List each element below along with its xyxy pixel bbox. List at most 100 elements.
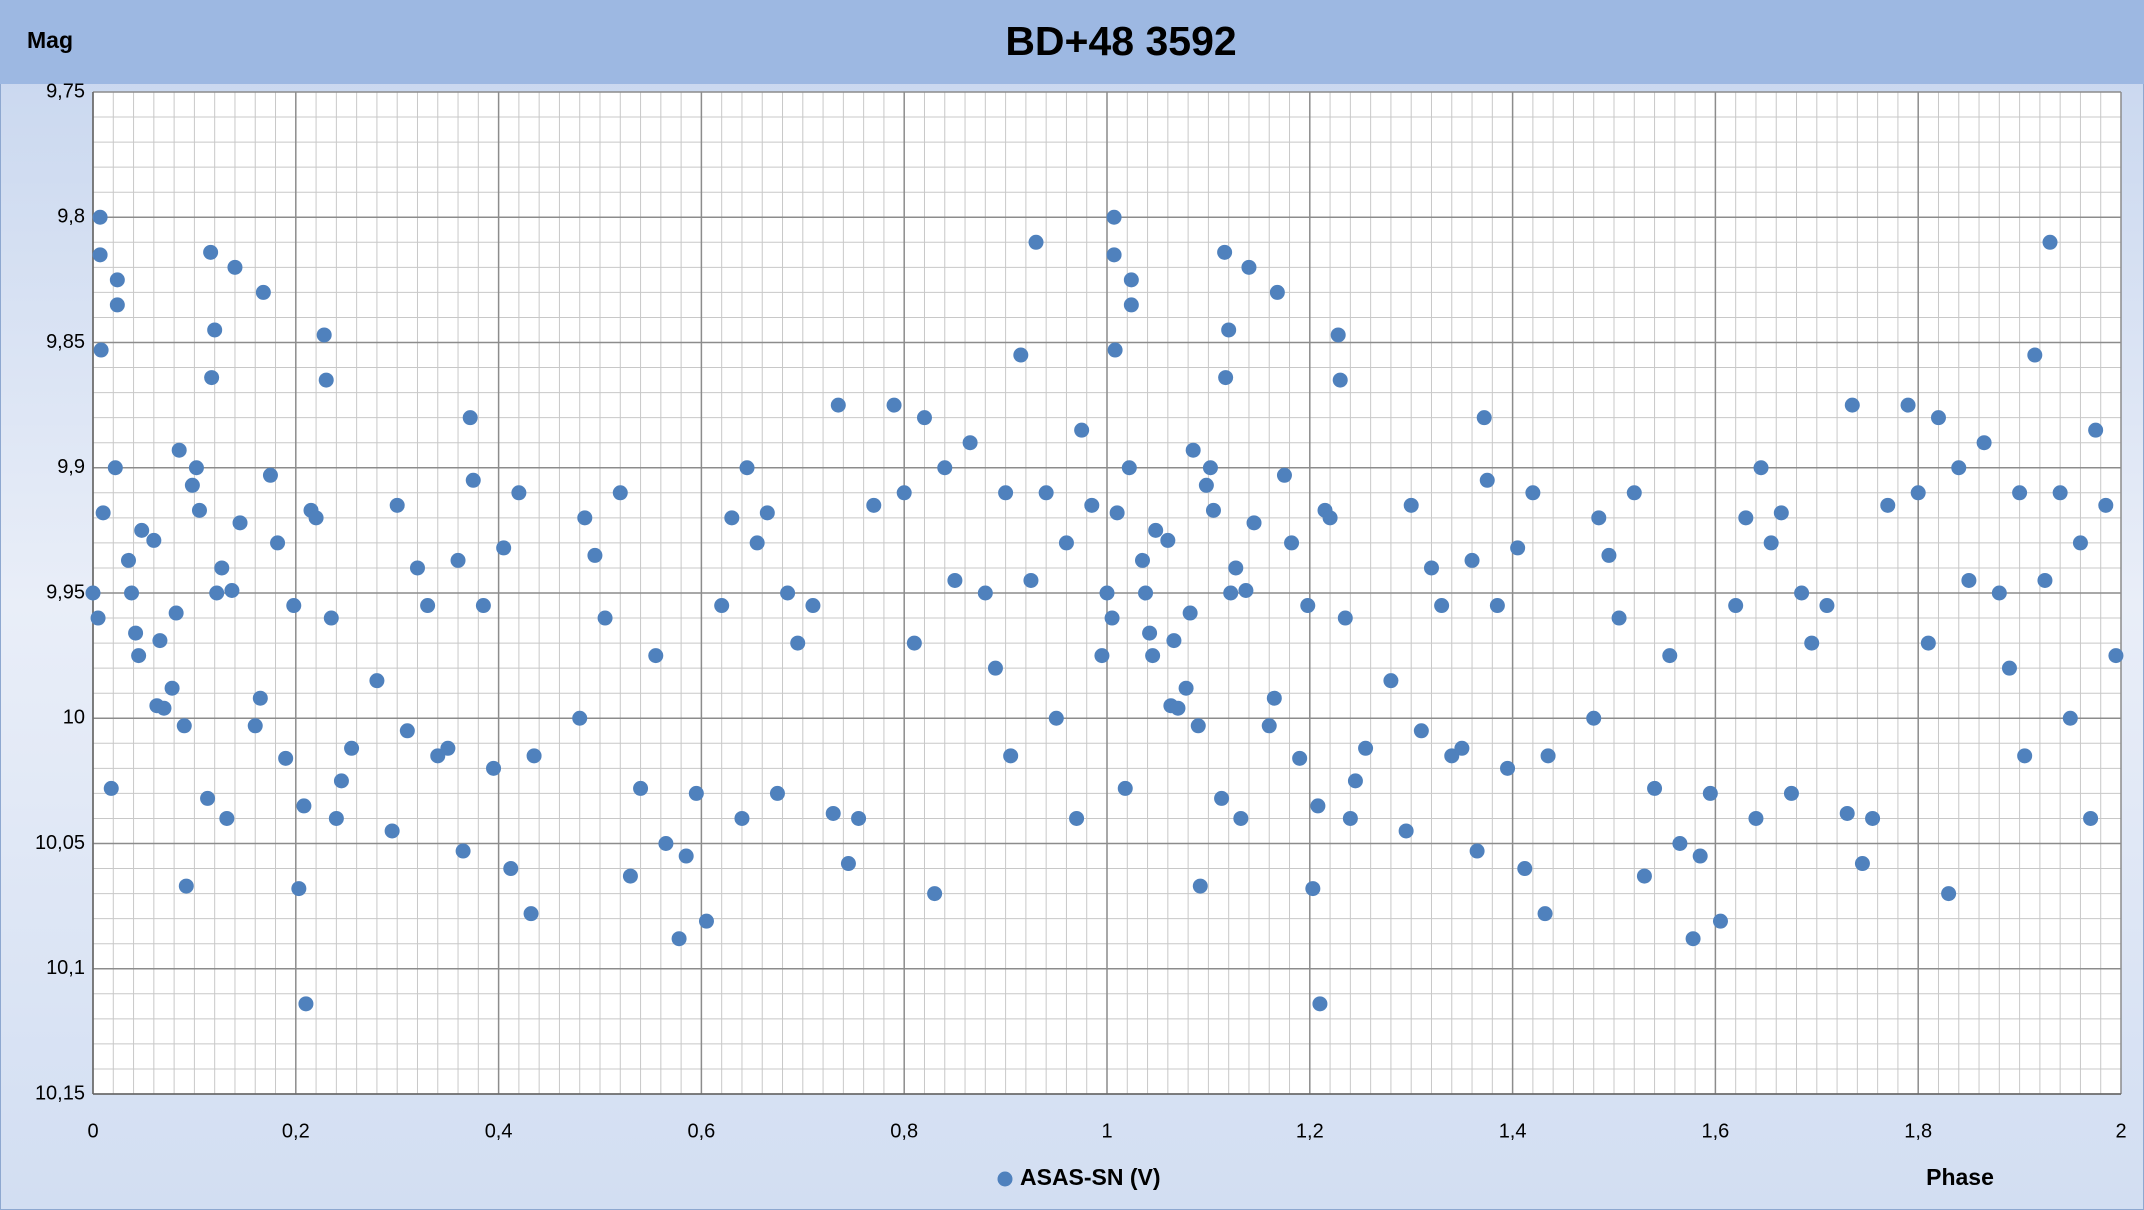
point: [134, 522, 150, 538]
point: [1284, 535, 1300, 551]
point: [1218, 370, 1234, 386]
point: [1003, 748, 1019, 764]
point: [1728, 598, 1744, 614]
point: [1383, 673, 1399, 689]
point: [262, 467, 278, 483]
point: [399, 723, 415, 739]
point: [633, 780, 649, 796]
point: [1865, 810, 1881, 826]
point: [209, 585, 225, 601]
point: [455, 843, 471, 859]
point: [1074, 422, 1090, 438]
point: [1738, 510, 1754, 526]
point: [409, 560, 425, 576]
point: [200, 790, 216, 806]
point: [1058, 535, 1074, 551]
point: [328, 810, 344, 826]
point: [851, 810, 867, 826]
y-tick-label: 10,05: [35, 832, 85, 854]
point: [1479, 472, 1495, 488]
point: [1266, 690, 1282, 706]
point: [1221, 322, 1237, 338]
point: [1586, 710, 1602, 726]
point: [1170, 700, 1186, 716]
point: [1241, 259, 1257, 275]
x-tick-label: 0,6: [687, 1120, 715, 1142]
point: [316, 327, 332, 343]
x-tick-label: 0,8: [890, 1120, 918, 1142]
chart-title: BD+48 3592: [1005, 18, 1236, 64]
point: [1310, 798, 1326, 814]
point: [1069, 810, 1085, 826]
point: [927, 886, 943, 902]
point: [1142, 625, 1158, 641]
point: [2042, 234, 2058, 250]
point: [2098, 497, 2114, 513]
point: [486, 760, 502, 776]
point: [648, 648, 664, 664]
point: [1261, 718, 1277, 734]
point: [572, 710, 588, 726]
point: [219, 810, 235, 826]
point: [152, 633, 168, 649]
point: [1753, 460, 1769, 476]
point: [1123, 272, 1139, 288]
point: [270, 535, 286, 551]
point: [1121, 460, 1137, 476]
point: [962, 435, 978, 451]
point: [1190, 718, 1206, 734]
point: [1276, 467, 1292, 483]
grid: 0 0,2 0,4 0,6 0,8 1 1,2 1,4 1,6 1,8 2 9,75 9,8 9,85 9,…: [35, 80, 2127, 1142]
y-tick-label: 10,1: [46, 957, 85, 979]
point: [1107, 342, 1123, 358]
point: [916, 410, 932, 426]
point: [1662, 648, 1678, 664]
y-axis-label: Mag: [27, 27, 73, 53]
point: [1783, 785, 1799, 801]
point: [2088, 422, 2104, 438]
point: [1941, 886, 1957, 902]
x-tick-label: 2: [2115, 1120, 2126, 1142]
point: [1672, 836, 1688, 851]
point: [178, 878, 194, 894]
point: [344, 740, 360, 756]
point: [947, 572, 963, 588]
point: [886, 397, 902, 413]
point: [597, 610, 613, 626]
point: [291, 881, 307, 897]
point: [2001, 660, 2017, 676]
point: [496, 540, 512, 556]
point: [176, 718, 192, 734]
point: [1510, 540, 1526, 556]
y-tick-label: 9,8: [57, 206, 85, 228]
point: [1626, 485, 1642, 501]
point: [1517, 861, 1533, 877]
point: [164, 680, 180, 696]
point: [998, 485, 1014, 501]
point: [612, 485, 628, 501]
point: [1182, 605, 1198, 621]
x-tick-label: 1,4: [1499, 1120, 1527, 1142]
point: [92, 209, 108, 225]
point: [109, 272, 125, 288]
point: [207, 322, 223, 338]
point: [1330, 327, 1346, 343]
point: [1844, 397, 1860, 413]
point: [420, 598, 436, 614]
point: [1028, 234, 1044, 250]
point: [1804, 635, 1820, 651]
point: [1106, 247, 1122, 263]
point: [1413, 723, 1429, 739]
point: [90, 610, 106, 626]
point: [1198, 477, 1214, 493]
x-tick-label: 1,2: [1296, 1120, 1324, 1142]
point: [1106, 209, 1122, 225]
point: [1763, 535, 1779, 551]
point: [1930, 410, 1946, 426]
title-band: [0, 0, 2144, 84]
point: [384, 823, 400, 839]
point: [1611, 610, 1627, 626]
point: [1217, 244, 1233, 260]
point: [1537, 906, 1553, 922]
